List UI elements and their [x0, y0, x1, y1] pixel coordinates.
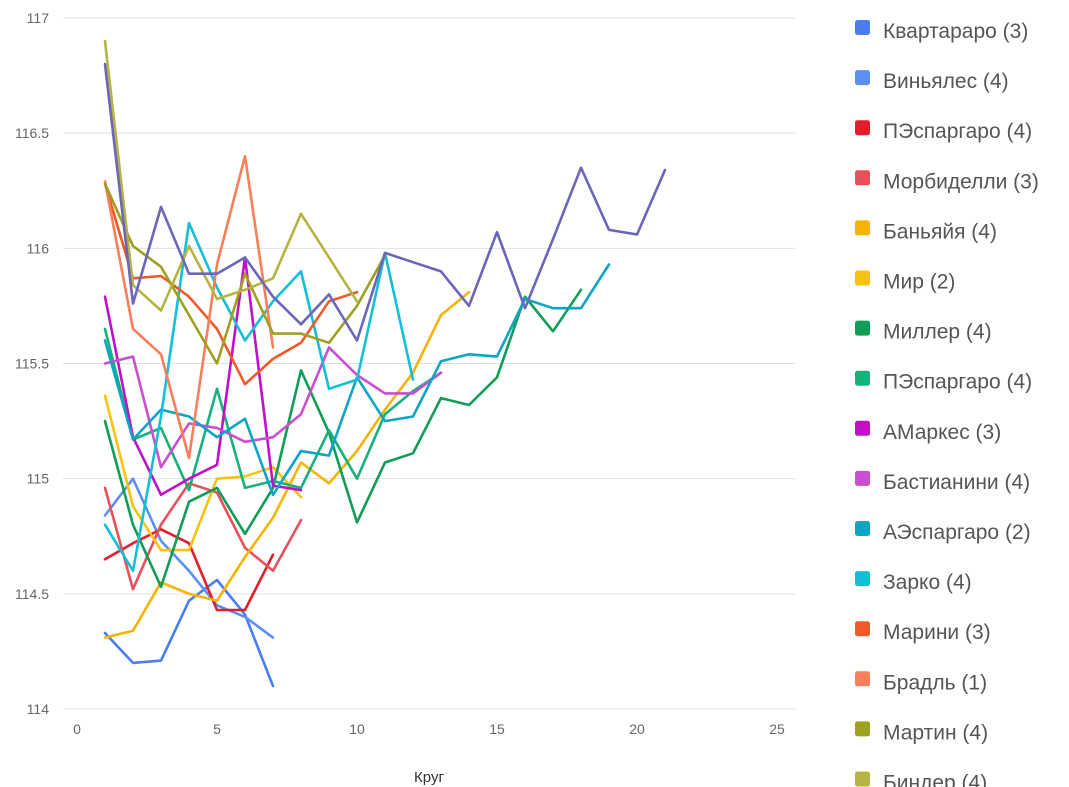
- series-line: [103, 290, 471, 639]
- legend-swatch: [855, 120, 870, 136]
- legend-swatch: [855, 470, 870, 486]
- series-line: [103, 154, 275, 460]
- legend-entry-label: АМаркес (3): [883, 421, 1001, 444]
- legend-entry-label: Зарко (4): [883, 571, 972, 594]
- legend-swatch: [855, 420, 870, 436]
- legend-entry-label: АЭспаргаро (2): [883, 521, 1031, 544]
- legend-swatch: [855, 220, 870, 236]
- y-tick-label: 114.5: [15, 586, 49, 602]
- series-line: [103, 256, 303, 497]
- series-line: [103, 394, 303, 552]
- legend: Квартараро (3) Виньялес (4) ПЭспаргаро (4)…: [855, 20, 1039, 787]
- legend-swatch: [855, 20, 870, 35]
- x-tick-label: 15: [489, 721, 505, 737]
- y-tick-label: 114: [27, 701, 50, 717]
- legend-swatch: [855, 70, 870, 86]
- legend-swatch: [855, 270, 870, 286]
- y-tick-label: 116: [27, 240, 50, 256]
- series-line: [103, 288, 583, 589]
- legend-entry-label: Квартараро (3): [883, 20, 1028, 43]
- legend-swatch: [855, 671, 870, 687]
- legend-entry-label: ПЭспаргаро (4): [883, 371, 1032, 394]
- series-lines: [103, 39, 667, 688]
- x-axis-ticks: 0 5 10 15 20 25: [73, 721, 785, 737]
- grid-lines: [63, 17, 795, 710]
- legend-entry-label: ПЭспаргаро (4): [883, 120, 1032, 143]
- legend-swatch: [855, 320, 870, 336]
- legend-entry-label: Марини (3): [883, 621, 991, 644]
- legend-swatch: [855, 771, 870, 787]
- legend-swatch: [855, 571, 870, 587]
- series-line: [103, 62, 667, 342]
- legend-swatch: [855, 521, 870, 536]
- y-tick-label: 117: [27, 10, 50, 26]
- series-line: [103, 477, 275, 639]
- legend-entry-label: Баньяйя (4): [883, 220, 997, 243]
- legend-entry-label: Миллер (4): [883, 321, 992, 344]
- series-line: [103, 39, 359, 312]
- x-tick-label: 20: [629, 721, 645, 737]
- x-tick-label: 5: [213, 721, 221, 737]
- legend-swatch: [855, 621, 870, 637]
- series-line: [103, 578, 275, 688]
- legend-entry-label: Мир (2): [883, 271, 955, 294]
- x-tick-label: 25: [769, 721, 785, 737]
- y-tick-label: 115.5: [15, 356, 49, 372]
- legend-swatch: [855, 370, 870, 386]
- y-axis-ticks: 114 114.5 115 115.5 116 116.5 117: [15, 10, 49, 717]
- series-line: [103, 527, 275, 612]
- series-line: [103, 182, 359, 386]
- series-line: [103, 346, 443, 469]
- y-tick-label: 115: [27, 471, 50, 487]
- legend-entry-label: Бастианини (4): [883, 471, 1030, 494]
- series-line: [103, 481, 303, 591]
- legend-entry-label: Виньялес (4): [883, 70, 1009, 93]
- y-tick-label: 116.5: [15, 125, 49, 141]
- legend-entry-label: Мартин (4): [883, 721, 988, 744]
- legend-entry-label: Морбиделли (3): [883, 170, 1039, 193]
- x-tick-label: 0: [73, 721, 81, 737]
- legend-entry-label: Брадль (1): [883, 671, 987, 694]
- legend-entry-label: Биндер (4): [883, 772, 987, 787]
- x-axis-label: Круг: [414, 769, 444, 786]
- series-line: [103, 221, 415, 573]
- legend-swatch: [855, 170, 870, 186]
- series-line: [103, 182, 387, 365]
- x-tick-label: 10: [349, 721, 365, 737]
- legend-swatch: [855, 721, 870, 737]
